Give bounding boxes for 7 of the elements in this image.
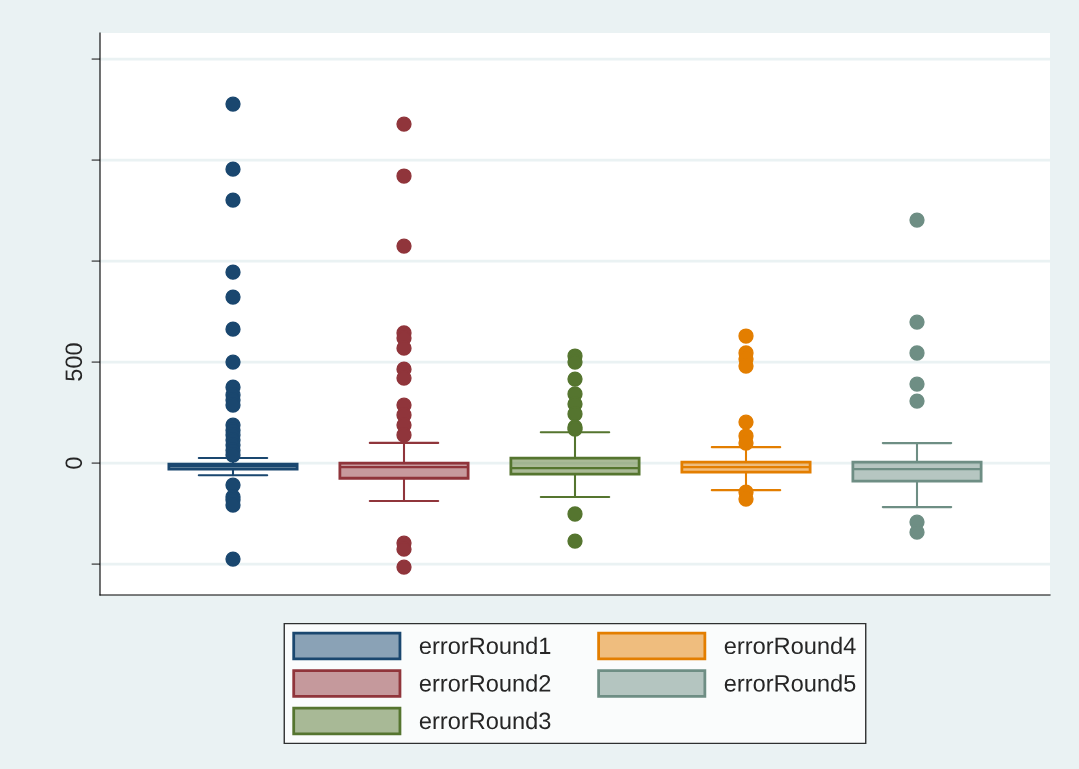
legend-label: errorRound2 xyxy=(419,674,551,692)
legend-label: errorRound3 xyxy=(419,711,551,730)
y-tick-label: 0 xyxy=(65,457,83,469)
y-tick-label: 500 xyxy=(65,343,83,381)
legend-label: errorRound1 xyxy=(419,636,551,655)
legend-label: errorRound5 xyxy=(724,674,856,692)
legend-label: errorRound4 xyxy=(724,636,856,655)
